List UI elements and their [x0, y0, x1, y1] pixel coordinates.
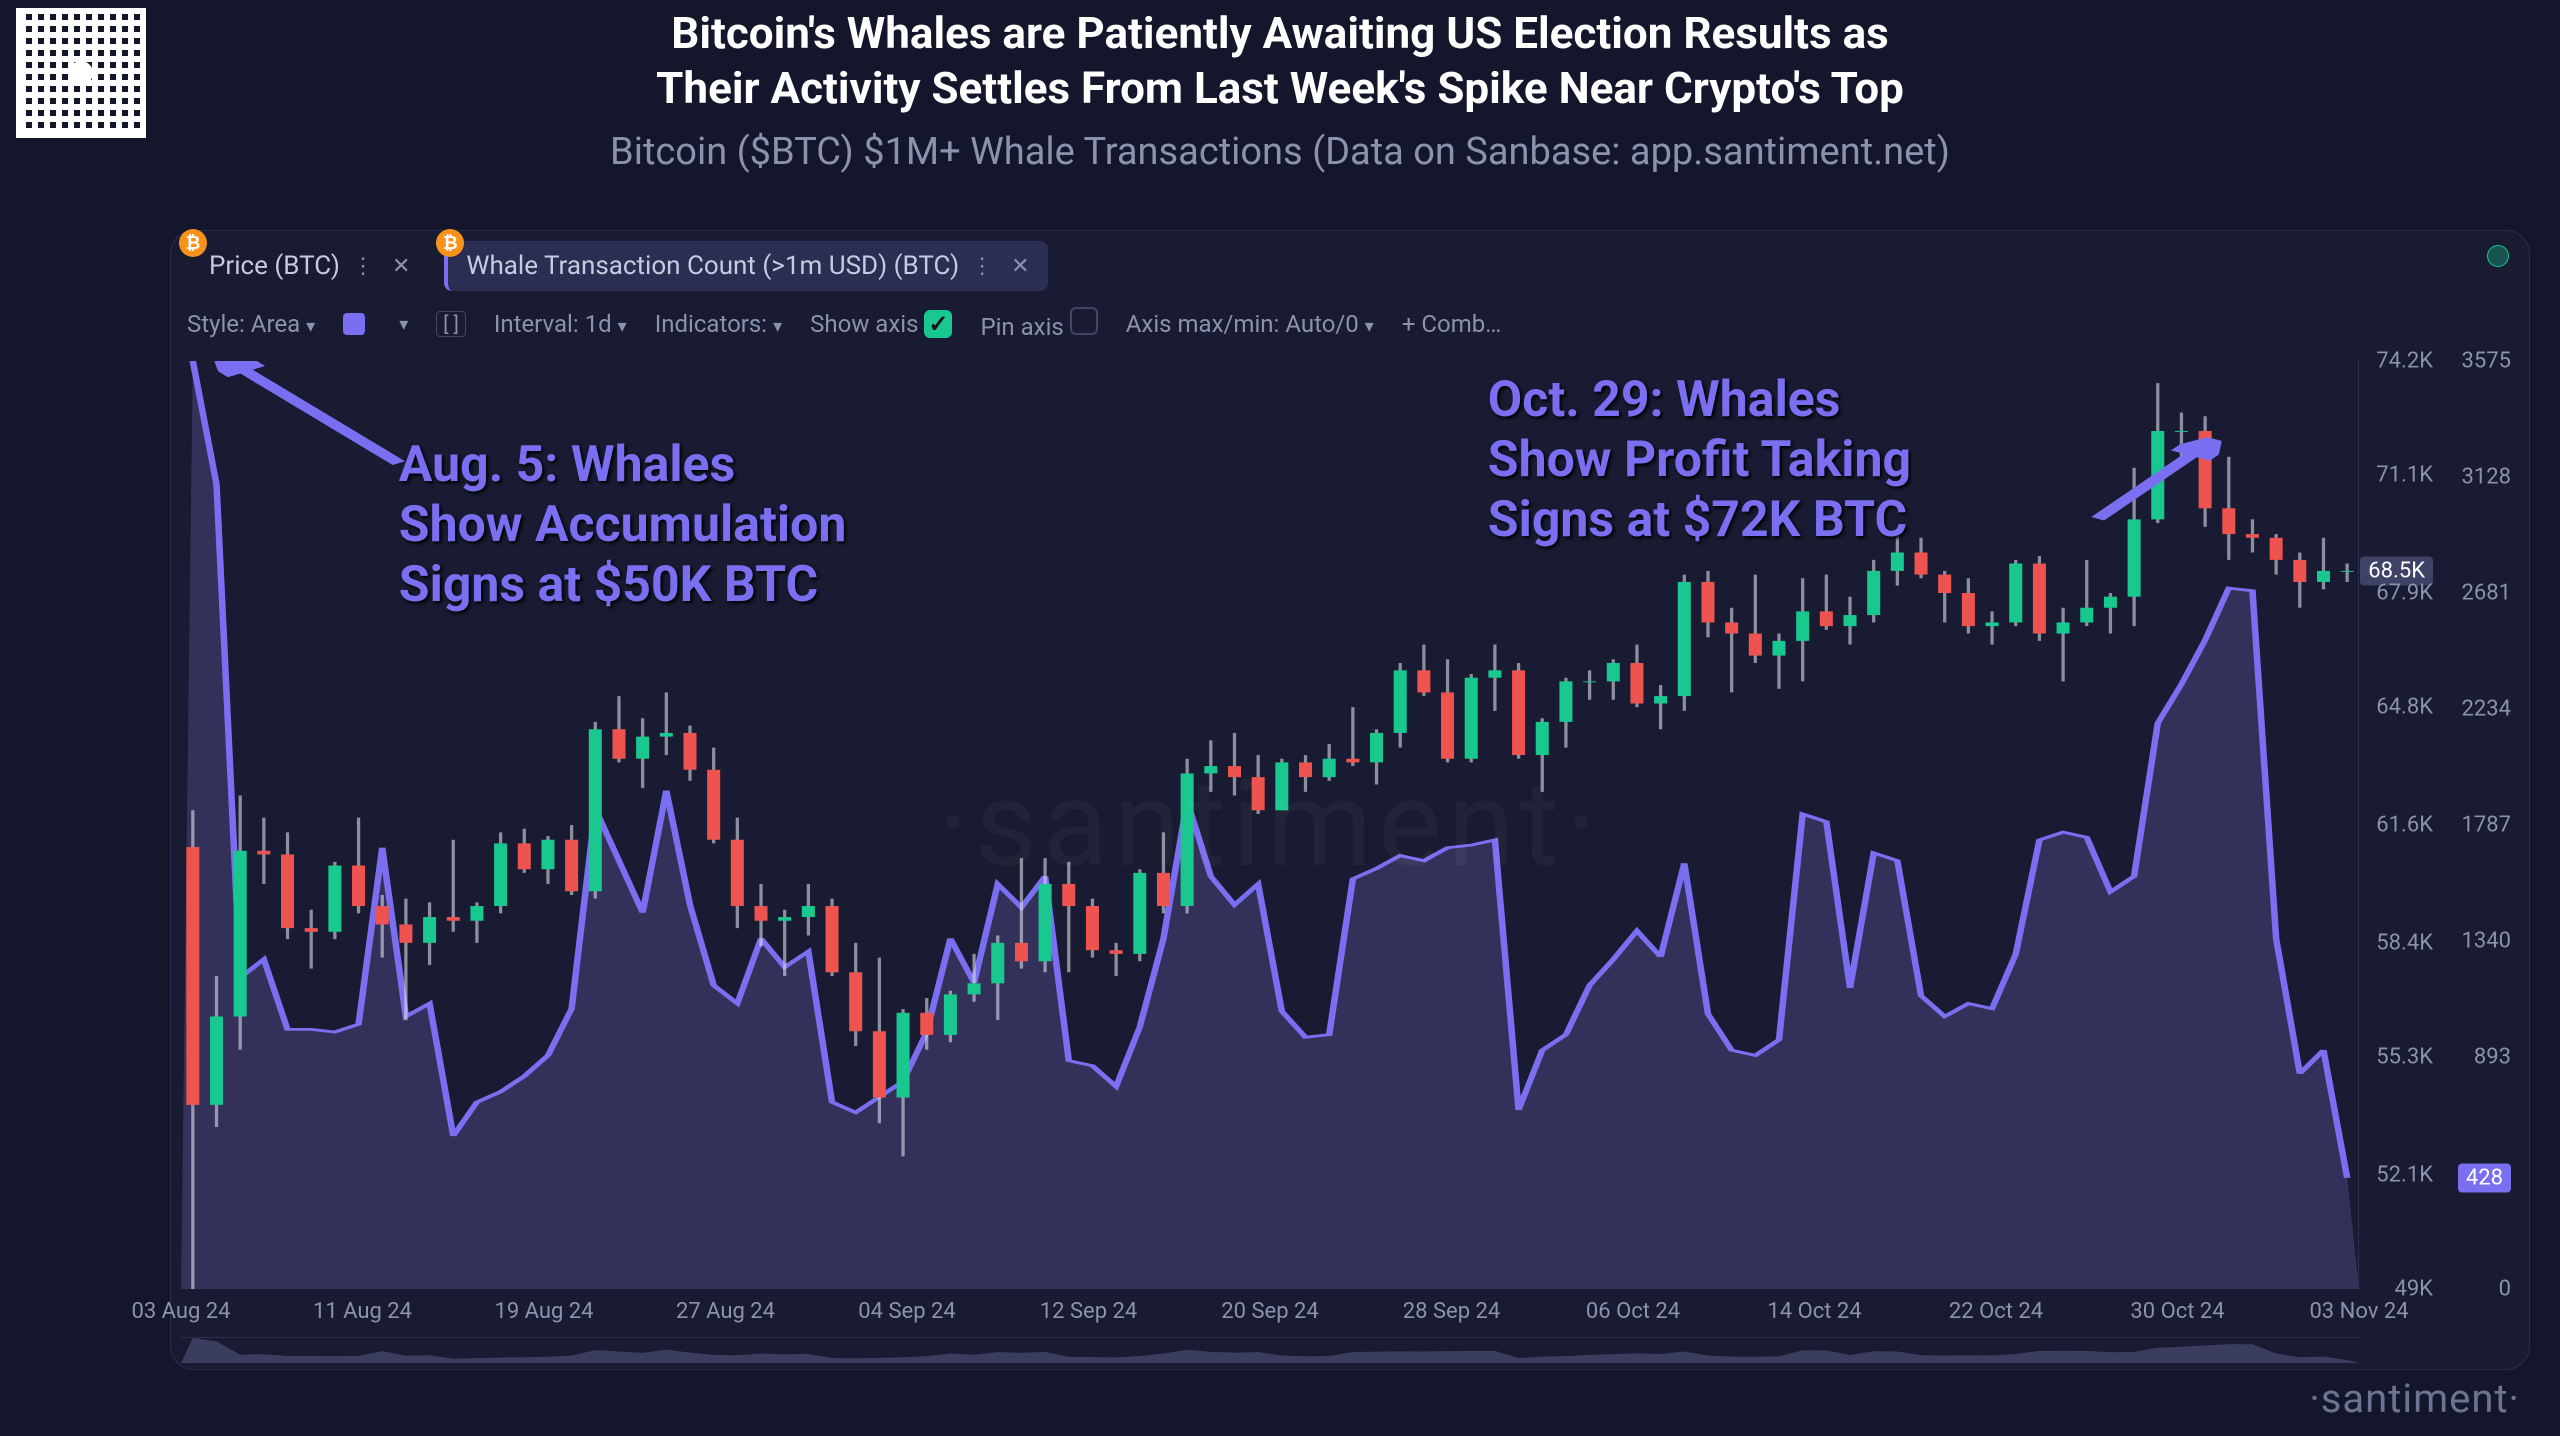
series-tabs: ₿ Price (BTC) ⋮ ✕ ₿ Whale Transaction Co… — [171, 231, 2529, 291]
chevron-down-icon: ▾ — [1359, 316, 1374, 337]
check-icon: ✓ — [924, 310, 952, 338]
style-dropdown[interactable]: Style: Area▾ — [187, 310, 315, 338]
bitcoin-icon: ₿ — [179, 229, 207, 257]
title-block: Bitcoin's Whales are Patiently Awaiting … — [0, 0, 2560, 174]
chevron-down-icon: ▾ — [767, 316, 782, 337]
tab-menu-icon[interactable]: ⋮ — [352, 254, 372, 279]
chart-toolbar: Style: Area▾ ▾ [ ] Interval: 1d▾ Indicat… — [171, 291, 2529, 349]
chevron-down-icon: ▾ — [393, 314, 408, 335]
close-icon[interactable]: ✕ — [384, 254, 410, 279]
whale-axis: 3575312826812234178713408934280 — [2441, 361, 2519, 1289]
settings-icon[interactable] — [2487, 245, 2509, 267]
chart-panel: ₿ Price (BTC) ⋮ ✕ ₿ Whale Transaction Co… — [170, 230, 2530, 1370]
interval-dropdown[interactable]: Interval: 1d▾ — [494, 310, 627, 338]
chevron-down-icon: ▾ — [612, 316, 627, 337]
color-swatch[interactable] — [343, 313, 365, 335]
tab-price[interactable]: ₿ Price (BTC) ⋮ ✕ — [187, 241, 428, 291]
axis-maxmin-dropdown[interactable]: Axis max/min: Auto/0▾ — [1126, 310, 1374, 338]
minimap-svg — [181, 1338, 2359, 1363]
annotation-oct29: Oct. 29: WhalesShow Profit TakingSigns a… — [1488, 370, 1911, 550]
bracket-icon[interactable]: [ ] — [436, 311, 466, 337]
indicators-dropdown[interactable]: Indicators:▾ — [655, 310, 782, 338]
show-axis-toggle[interactable]: Show axis ✓ — [810, 310, 952, 338]
chevron-down-icon: ▾ — [300, 316, 315, 337]
date-axis: 03 Aug 2411 Aug 2419 Aug 2427 Aug 2404 S… — [181, 1299, 2359, 1329]
qr-code — [16, 8, 146, 138]
chart-plot[interactable]: ·santiment· Aug. 5: WhalesShow Accumulat… — [181, 361, 2359, 1289]
close-icon[interactable]: ✕ — [1003, 254, 1029, 279]
pin-axis-toggle[interactable]: Pin axis — [980, 307, 1097, 341]
annotation-aug5: Aug. 5: WhalesShow AccumulationSigns at … — [399, 435, 847, 615]
subtitle: Bitcoin ($BTC) $1M+ Whale Transactions (… — [0, 130, 2560, 174]
tab-label: Price (BTC) — [209, 251, 340, 281]
title-line-2: Their Activity Settles From Last Week's … — [0, 61, 2560, 116]
bitcoin-icon: ₿ — [436, 229, 464, 257]
tab-whale[interactable]: ₿ Whale Transaction Count (>1m USD) (BTC… — [444, 241, 1047, 291]
tab-menu-icon[interactable]: ⋮ — [971, 254, 991, 279]
minimap[interactable] — [181, 1337, 2359, 1363]
combine-button[interactable]: + Comb… — [1402, 310, 1501, 338]
price-axis: 74.2K71.1K68.5K67.9K64.8K61.6K58.4K55.3K… — [2363, 361, 2441, 1289]
tab-label: Whale Transaction Count (>1m USD) (BTC) — [466, 251, 959, 281]
checkbox-icon — [1070, 307, 1098, 335]
title-line-1: Bitcoin's Whales are Patiently Awaiting … — [0, 6, 2560, 61]
brand-footer: ·santiment· — [2309, 1375, 2520, 1422]
